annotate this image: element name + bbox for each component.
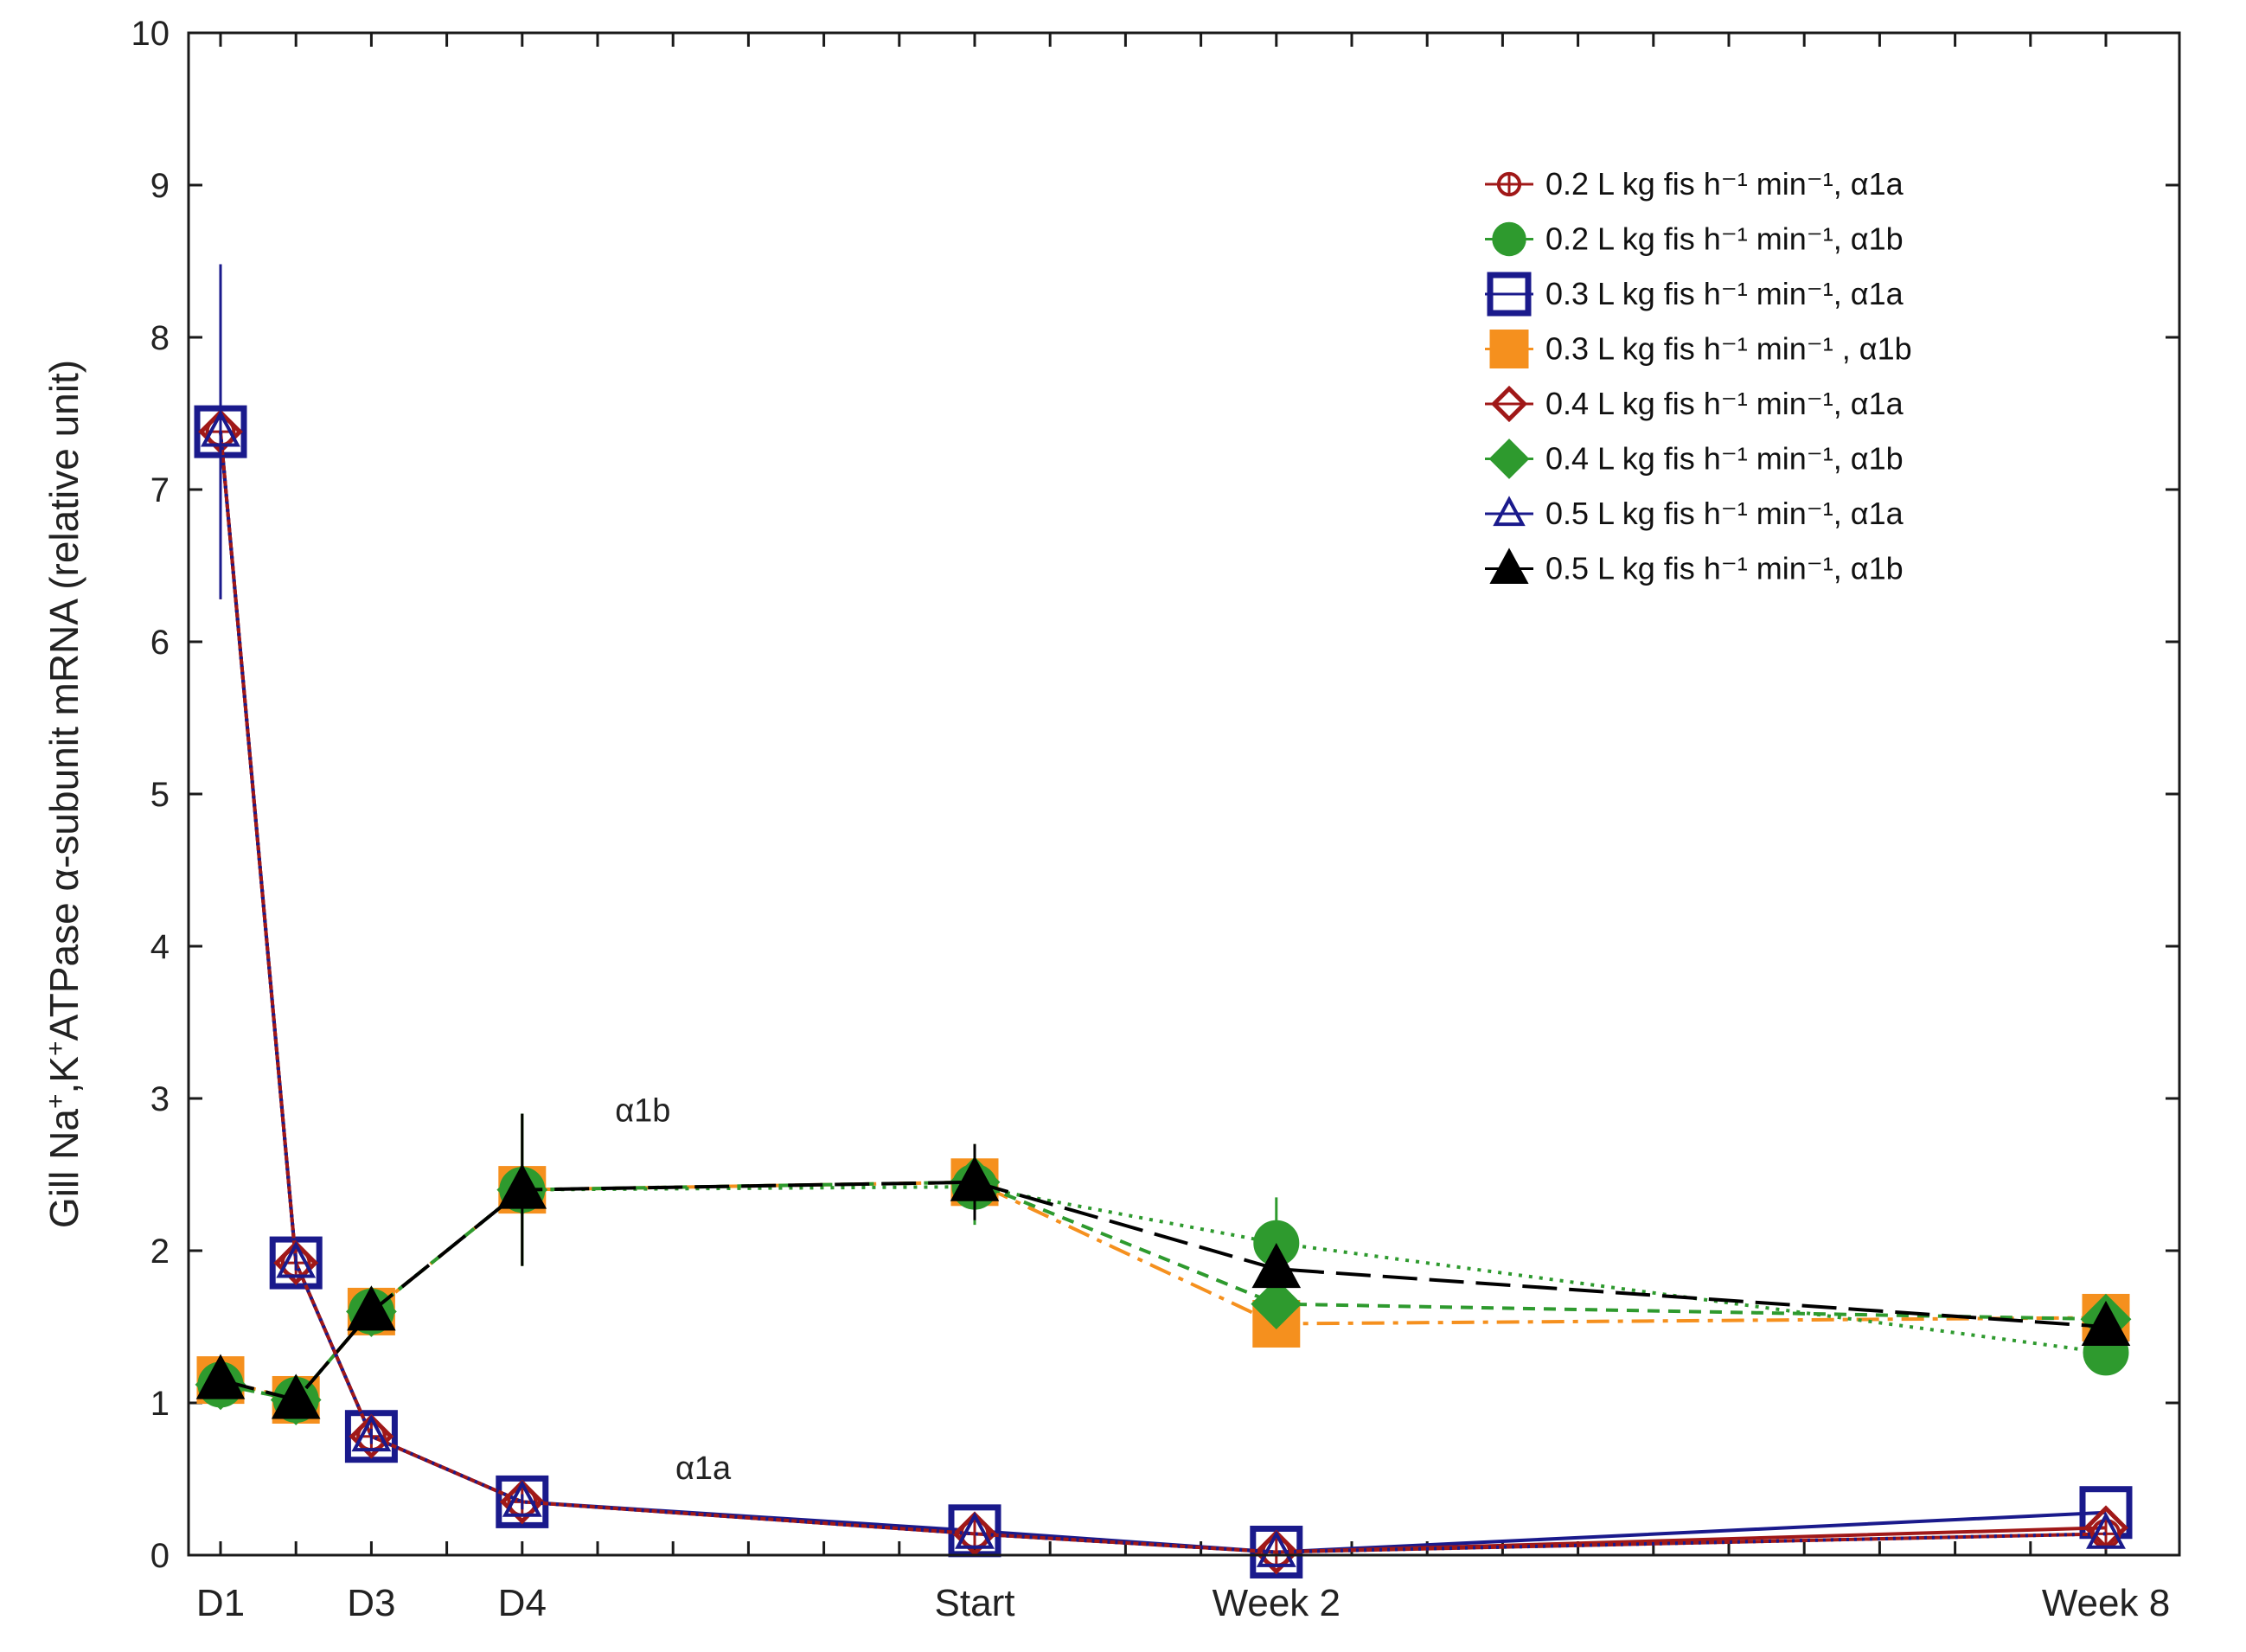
legend-item: 0.5 L kg fis h⁻¹ min⁻¹, α1b	[1485, 547, 1904, 586]
series-layer	[194, 264, 2133, 1578]
legend-item: 0.5 L kg fis h⁻¹ min⁻¹, α1a	[1485, 496, 1904, 531]
data-point	[950, 1156, 1000, 1201]
legend-marker	[1490, 385, 1528, 423]
axis-ticks	[189, 31, 2179, 1557]
y-tick-label: 5	[150, 776, 170, 814]
y-axis-label-sup2: +	[42, 1041, 70, 1057]
data-point	[195, 1354, 246, 1399]
legend-marker	[1493, 496, 1526, 527]
y-tick-label: 2	[150, 1233, 170, 1271]
data-point	[499, 1479, 545, 1525]
legend-label: 0.4 L kg fis h⁻¹ min⁻¹, α1a	[1545, 386, 1904, 421]
legend-item: 0.3 L kg fis h⁻¹ min⁻¹, α1a	[1485, 272, 1904, 317]
legend-marker	[1487, 272, 1532, 317]
legend-label: 0.3 L kg fis h⁻¹ min⁻¹ , α1b	[1545, 331, 1912, 367]
y-axis-label-prefix: Gill Na	[42, 1109, 86, 1228]
x-tick-label: Start	[935, 1582, 1015, 1624]
x-tick-label: Week 2	[1213, 1582, 1341, 1624]
y-tick-labels: 0 1 2 3 4 5 6 7 8 9 10	[131, 15, 170, 1575]
data-point	[2086, 1512, 2126, 1549]
data-point	[344, 1410, 398, 1463]
y-tick-label: 10	[131, 15, 170, 53]
legend-label: 0.5 L kg fis h⁻¹ min⁻¹, α1b	[1545, 551, 1904, 586]
data-point	[497, 1163, 547, 1209]
data-point	[273, 1240, 319, 1286]
series-8	[195, 1113, 2131, 1419]
plot-frame	[187, 31, 2181, 1557]
legend-item: 0.2 L kg fis h⁻¹ min⁻¹, α1a	[1485, 166, 1904, 202]
y-tick-label: 1	[150, 1385, 170, 1423]
data-point	[1253, 1529, 1299, 1575]
data-point	[502, 1480, 542, 1517]
data-point	[1256, 1530, 1296, 1567]
y-tick-label: 6	[150, 624, 170, 662]
data-point	[201, 409, 240, 447]
y-axis-label-suffix: ATPase α-subunit mRNA (relative unit)	[42, 360, 86, 1041]
data-point	[276, 1240, 317, 1278]
x-tick-label: D4	[498, 1582, 547, 1624]
legend-item: 0.2 L kg fis h⁻¹ min⁻¹, α1b	[1485, 221, 1904, 257]
data-point	[1251, 1278, 1302, 1330]
legend-label: 0.3 L kg fis h⁻¹ min⁻¹, α1a	[1545, 276, 1904, 311]
y-tick-label: 7	[150, 471, 170, 509]
data-point	[271, 1373, 321, 1419]
x-tick-label: Week 8	[2042, 1582, 2170, 1624]
annotations: α1b α1a	[615, 1092, 732, 1487]
annotation-label: α1b	[615, 1092, 670, 1129]
y-tick-label: 4	[150, 928, 170, 966]
legend-item: 0.4 L kg fis h⁻¹ min⁻¹, α1b	[1485, 439, 1904, 479]
series-7	[201, 264, 2126, 1567]
data-point	[347, 1285, 396, 1331]
legend-marker	[1489, 547, 1529, 584]
legend-marker	[1492, 221, 1526, 257]
legend-label: 0.4 L kg fis h⁻¹ min⁻¹, α1b	[1545, 441, 1904, 477]
legend-label: 0.2 L kg fis h⁻¹ min⁻¹, α1a	[1545, 166, 1904, 202]
legend: 0.2 L kg fis h⁻¹ min⁻¹, α1a 0.2 L kg fis …	[1485, 166, 1912, 586]
legend-item: 0.4 L kg fis h⁻¹ min⁻¹, α1a	[1485, 385, 1904, 423]
data-point	[1251, 1243, 1302, 1289]
y-axis-label-mid: ,K	[42, 1056, 86, 1094]
y-tick-label: 3	[150, 1080, 170, 1118]
legend-label: 0.2 L kg fis h⁻¹ min⁻¹, α1b	[1545, 221, 1904, 257]
y-axis-label-sup1: +	[42, 1094, 70, 1110]
y-axis-label: Gill Na+,K+ATPase α-subunit mRNA (relati…	[42, 360, 87, 1228]
y-tick-label: 9	[150, 167, 170, 205]
data-point	[269, 1236, 323, 1290]
y-tick-label: 8	[150, 319, 170, 357]
data-point	[349, 1413, 394, 1459]
x-tick-labels: D1 D3 D4 Start Week 2 Week 8	[196, 1582, 2170, 1624]
legend-marker	[1488, 439, 1530, 479]
data-point	[955, 1512, 995, 1549]
x-tick-label: D3	[347, 1582, 395, 1624]
legend-marker	[1489, 330, 1529, 368]
annotation-label: α1a	[675, 1450, 732, 1487]
legend-item: 0.3 L kg fis h⁻¹ min⁻¹ , α1b	[1485, 330, 1912, 368]
data-point	[351, 1414, 392, 1452]
data-point	[2081, 1300, 2131, 1346]
y-tick-label: 0	[150, 1537, 170, 1575]
x-tick-label: D1	[196, 1582, 245, 1624]
data-point	[952, 1511, 997, 1557]
legend-marker	[1496, 171, 1522, 197]
legend-label: 0.5 L kg fis h⁻¹ min⁻¹, α1a	[1545, 496, 1904, 531]
